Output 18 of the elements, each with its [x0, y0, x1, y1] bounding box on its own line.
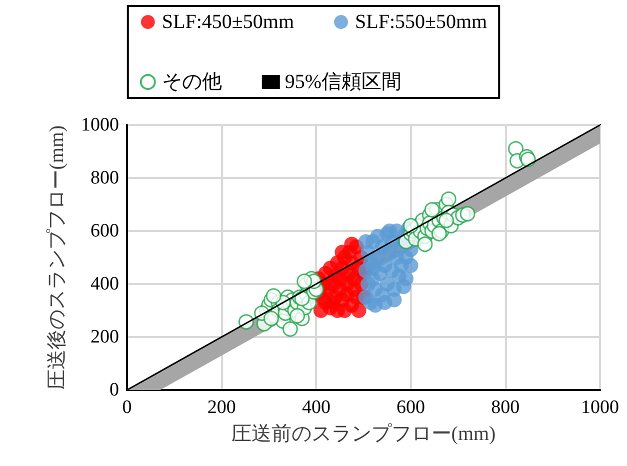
x-axis-title: 圧送前のスランプフロー(mm)	[231, 423, 496, 445]
x-tick-label: 600	[396, 397, 426, 418]
y-tick-label: 1000	[81, 114, 119, 136]
y-tick-label: 0	[110, 380, 119, 400]
x-tick-label: 800	[491, 397, 520, 418]
y-tick-label: 800	[90, 168, 119, 188]
legend-label: その他	[162, 71, 222, 93]
y-axis-title: 圧送後のスランプフロー(mm)	[46, 125, 68, 390]
x-tick-label: 0	[122, 397, 132, 418]
x-tick-label: 400	[302, 397, 330, 418]
legend-label: SLF:450±50mm	[162, 11, 294, 33]
y-tick-label: 200	[90, 326, 119, 348]
legend-label: 95%信頼区間	[284, 71, 402, 93]
x-tick-label: 200	[207, 397, 236, 418]
x-tick-label: 1000	[581, 397, 619, 418]
y-tick-label: 400	[90, 274, 119, 294]
y-tick-label: 600	[90, 220, 119, 242]
legend-label: SLF:550±50mm	[355, 11, 488, 33]
